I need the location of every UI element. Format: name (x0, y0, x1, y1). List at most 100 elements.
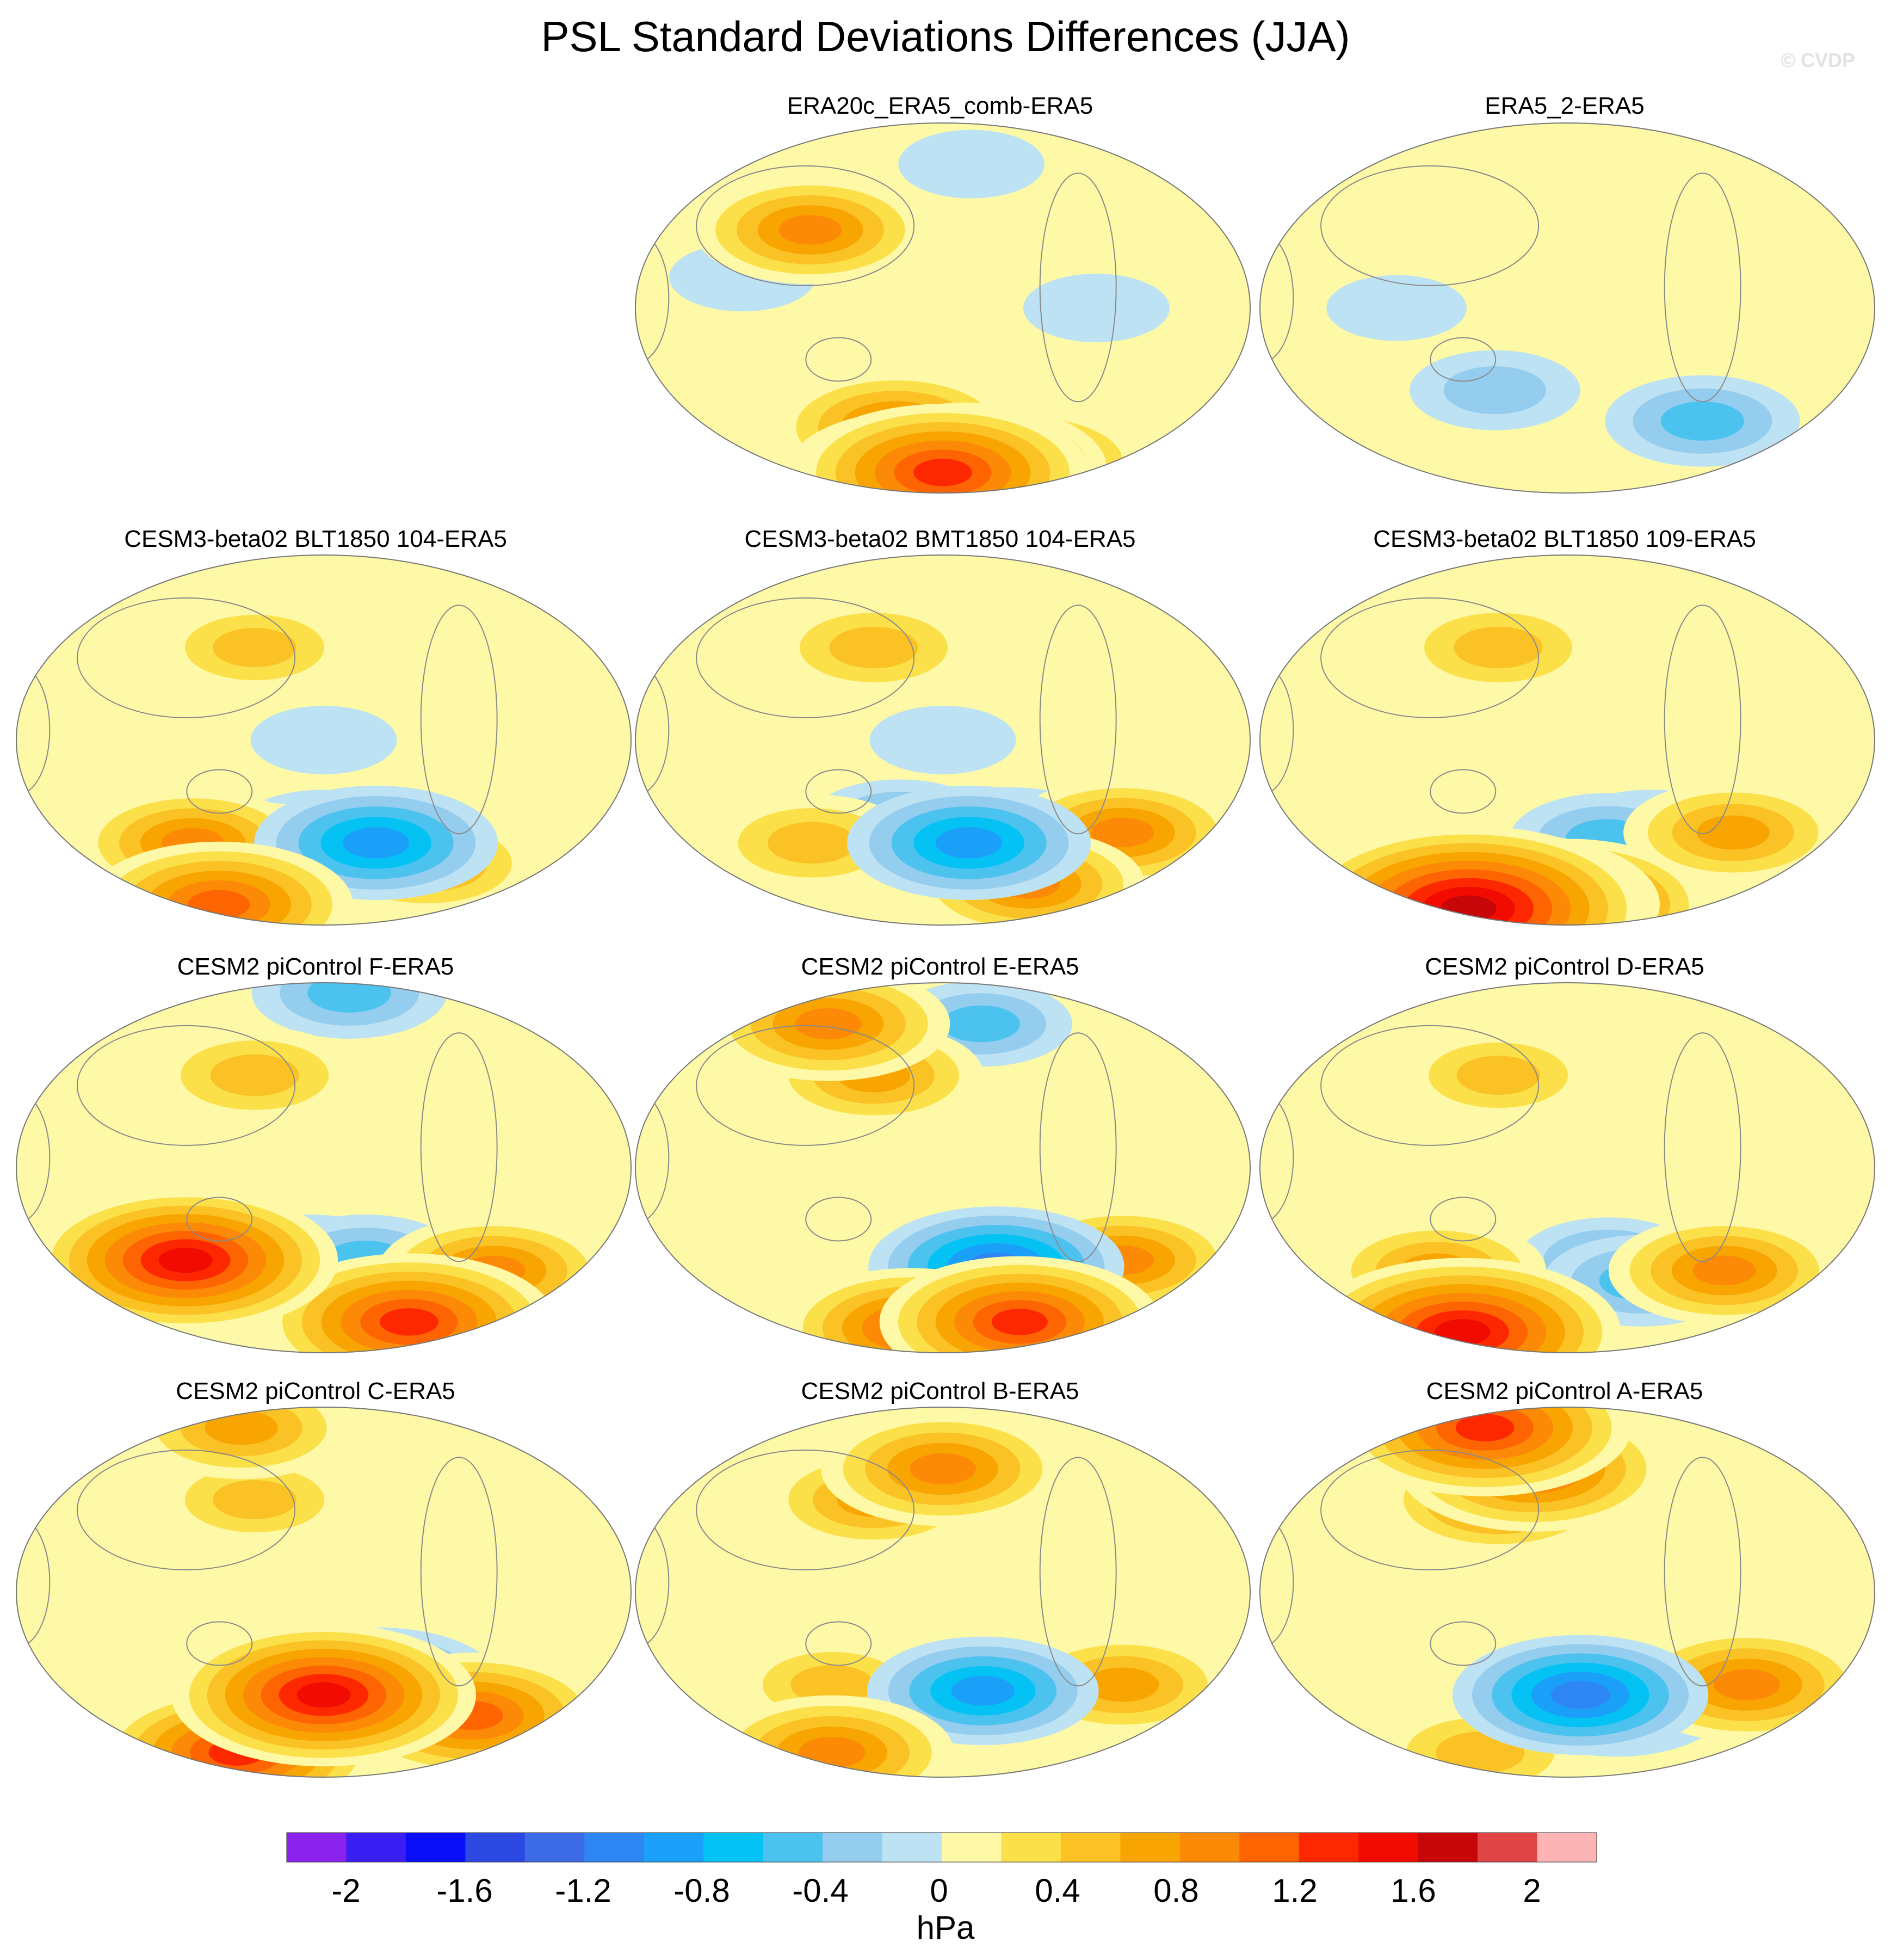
contour-level (869, 706, 1016, 774)
land-outline (696, 597, 915, 718)
map-border (635, 122, 1251, 494)
contour-level (1660, 401, 1745, 441)
anomaly-center (796, 404, 1089, 493)
map-border (16, 554, 632, 926)
contour-level (1455, 1414, 1515, 1441)
panel-title: CESM3-beta02 BMT1850 104-ERA5 (744, 526, 1136, 552)
anomaly-center (847, 785, 1091, 900)
colorbar-swatch (405, 1833, 466, 1862)
land-outline (1320, 1025, 1540, 1146)
map-panel (16, 982, 632, 1353)
contour-level (188, 890, 250, 919)
map-panel (635, 122, 1251, 494)
colorbar-tick-label: -1.2 (555, 1872, 611, 1909)
colorbar-swatch (823, 1833, 883, 1862)
colorbar-tick-label: -0.4 (792, 1872, 849, 1909)
contour-level (795, 1008, 862, 1040)
contour-level (1456, 1056, 1540, 1095)
land-outline (696, 1025, 915, 1146)
map-panel (1259, 1407, 1875, 1778)
land-outline (1320, 165, 1540, 286)
land-outline (186, 1621, 253, 1666)
contour-level (951, 1676, 1015, 1706)
map-border (16, 1407, 632, 1778)
panel-title: CESM3-beta02 BLT1850 104-ERA5 (124, 526, 507, 552)
land-outline (1039, 1032, 1117, 1262)
anomaly-center (1400, 1030, 1596, 1121)
colorbar-swatch (1120, 1833, 1181, 1862)
map-border (635, 554, 1251, 926)
anomaly-center (867, 1636, 1099, 1746)
colorbar-tick-label: 0.4 (1035, 1872, 1080, 1909)
colorbar-swatch (584, 1833, 645, 1862)
contour-level (767, 822, 857, 864)
land-outline (77, 1449, 296, 1570)
map-border (635, 982, 1251, 1353)
anomaly-center (132, 1407, 351, 1480)
contour-level (205, 1410, 278, 1445)
contour-level (296, 1682, 351, 1708)
anomaly-center (1497, 234, 1637, 300)
land-outline (805, 1621, 872, 1666)
colorbar-swatch (287, 1833, 347, 1862)
contour-level (829, 626, 918, 669)
panel-title: CESM2 piControl A-ERA5 (1426, 1378, 1703, 1404)
land-outline (805, 1197, 872, 1242)
anomaly-center (710, 1695, 954, 1777)
anomaly-center (1338, 1407, 1632, 1496)
map-border (1259, 122, 1875, 494)
colorbar-swatch (346, 1833, 406, 1862)
land-outline (77, 597, 296, 718)
land-outline (696, 1449, 915, 1570)
colorbar-tick-label: -2 (331, 1872, 361, 1909)
anomaly-center (1605, 375, 1800, 467)
map-border (1259, 554, 1875, 926)
contour-level (942, 1005, 1021, 1043)
colorbar-tick-label: 0.8 (1153, 1872, 1199, 1909)
map-border (1259, 982, 1875, 1353)
contour-level (380, 1308, 438, 1336)
contour-level (1091, 817, 1154, 848)
land-outline (420, 1457, 498, 1687)
colorbar-swatch (644, 1833, 704, 1862)
panel-title: ERA20c_ERA5_comb-ERA5 (787, 93, 1093, 119)
colorbar-swatch (1179, 1833, 1240, 1862)
map-border (635, 1407, 1251, 1778)
colorbar-swatch (465, 1833, 526, 1862)
anomaly-center (1394, 599, 1602, 697)
anomaly-center (869, 706, 1016, 774)
anomaly-center (1608, 1216, 1840, 1325)
anomaly-center (263, 1253, 555, 1353)
watermark: © CVDP (1781, 49, 1855, 71)
contour-level (213, 628, 296, 667)
colorbar-swatch (1537, 1833, 1597, 1862)
anomaly-center (1452, 1635, 1709, 1755)
colorbar-tick-label: -1.6 (436, 1872, 493, 1909)
contour-level (1023, 274, 1170, 342)
contour-level (1441, 895, 1497, 922)
contour-level (1085, 1667, 1159, 1702)
map-panel (1259, 982, 1875, 1353)
panel-title: CESM3-beta02 BLT1850 109-ERA5 (1373, 526, 1756, 552)
anomaly-center (1304, 1258, 1621, 1353)
colorbar-tick-label: 0 (930, 1872, 948, 1909)
contour-level (158, 1247, 213, 1273)
land-outline (1430, 337, 1497, 382)
anomaly-center (157, 1454, 353, 1545)
land-outline (1039, 1457, 1117, 1687)
map-border (1259, 1407, 1875, 1778)
contour-level (210, 1054, 299, 1096)
land-outline (1039, 172, 1117, 403)
map-panel (635, 1407, 1251, 1778)
contour-level (1692, 1255, 1756, 1286)
land-outline (1664, 1457, 1741, 1687)
contour-level (343, 827, 410, 859)
contour-level (898, 130, 1045, 199)
contour-level (1696, 815, 1770, 850)
colorbar-swatch (882, 1833, 942, 1862)
colorbar-tick-label: -0.8 (673, 1872, 730, 1909)
map-panel (635, 982, 1251, 1353)
contour-level (1714, 1669, 1781, 1700)
contour-level (213, 1480, 296, 1519)
